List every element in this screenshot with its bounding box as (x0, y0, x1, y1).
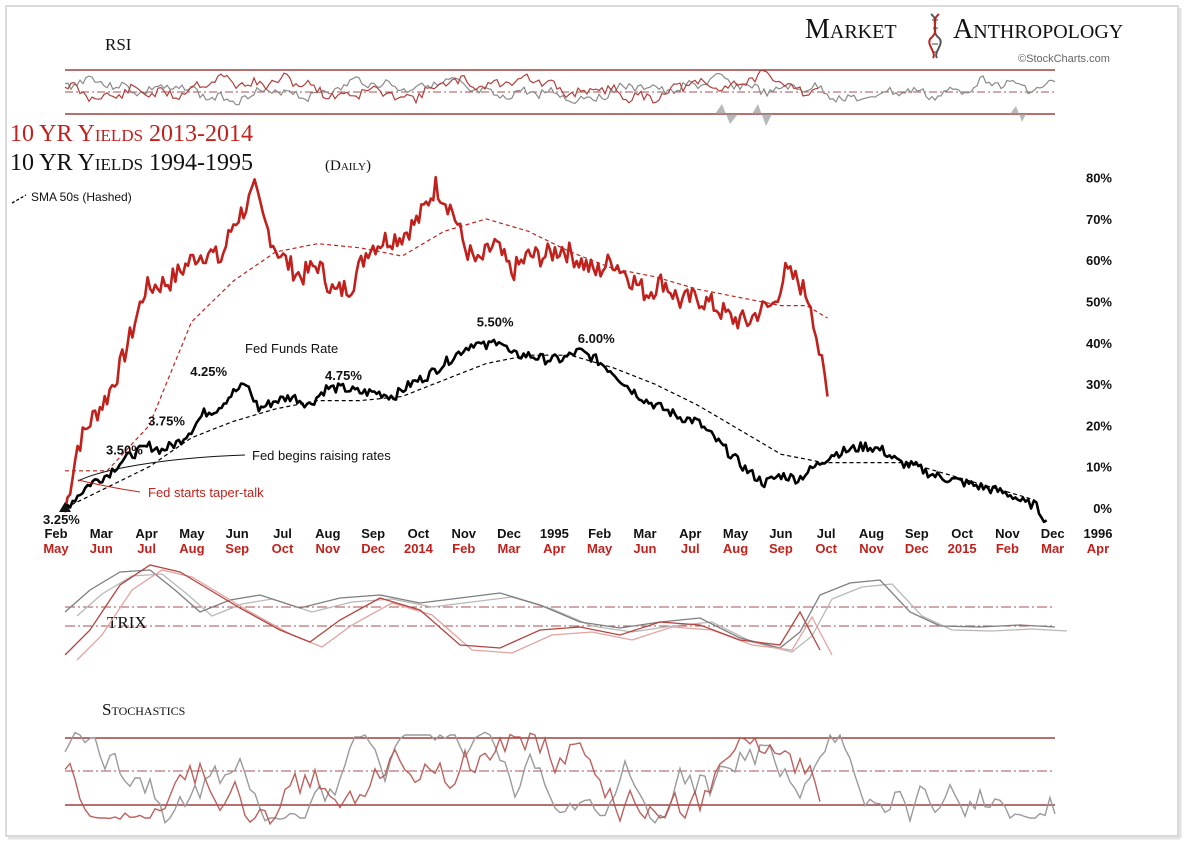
x-tick-label-1994: Sep (905, 526, 929, 541)
x-tick-label-1994: Nov (995, 526, 1020, 541)
brand-word-1: Market (805, 14, 897, 45)
x-tick-label-1994: Aug (315, 526, 340, 541)
data-label: 4.75% (325, 368, 362, 383)
x-tick-label-1994: Oct (408, 526, 430, 541)
x-tick-label-2013: Oct (815, 541, 837, 556)
y-tick-label: 40% (1086, 336, 1112, 351)
data-label: 4.25% (190, 364, 227, 379)
x-tick-label-1994: Jun (226, 526, 249, 541)
x-tick-label-1994: Dec (497, 526, 521, 541)
title-daily: (Daily) (325, 158, 371, 174)
x-tick-label-1994: Aug (859, 526, 884, 541)
x-tick-label-2013: Aug (179, 541, 204, 556)
x-tick-label-2013: May (43, 541, 69, 556)
y-tick-label: 50% (1086, 295, 1112, 310)
data-label: 3.50% (106, 443, 143, 458)
rsi-label: RSI (105, 35, 132, 54)
y-tick-label: 0% (1093, 501, 1112, 516)
fed-raising-annotation: Fed begins raising rates (252, 448, 391, 463)
x-tick-label-1994: 1995 (540, 526, 569, 541)
x-tick-label-1994: Nov (451, 526, 476, 541)
x-tick-label-2013: Apr (543, 541, 565, 556)
y-tick-label: 70% (1086, 212, 1112, 227)
x-tick-label-2013: Aug (723, 541, 748, 556)
x-tick-label-1994: May (723, 526, 749, 541)
x-tick-label-1994: Mar (90, 526, 113, 541)
x-tick-label-2013: Dec (905, 541, 929, 556)
x-tick-label-1994: Jul (273, 526, 292, 541)
x-tick-label-1994: Dec (1041, 526, 1065, 541)
x-tick-label-1994: Jul (817, 526, 836, 541)
data-label: 3.25% (43, 512, 80, 527)
x-tick-label-1994: May (179, 526, 205, 541)
x-tick-label-1994: Mar (633, 526, 656, 541)
y-tick-label: 80% (1086, 171, 1112, 186)
fed-taper-annotation: Fed starts taper-talk (148, 485, 264, 500)
x-tick-label-1994: Feb (44, 526, 67, 541)
x-tick-label-1994: Feb (588, 526, 611, 541)
y-tick-label: 20% (1086, 418, 1112, 433)
copyright-notice: ©StockCharts.com (1018, 53, 1110, 65)
x-tick-label-2013: Apr (1087, 541, 1109, 556)
x-tick-label-2013: Mar (497, 541, 520, 556)
x-tick-label-1994: Apr (679, 526, 701, 541)
x-tick-label-1994: 1996 (1084, 526, 1113, 541)
title-2013-2014: 10 YR Yields 2013-2014 (10, 121, 253, 147)
x-tick-label-2013: 2014 (404, 541, 434, 556)
y-tick-label: 30% (1086, 377, 1112, 392)
x-tick-label-1994: Sep (361, 526, 385, 541)
x-tick-label-1994: Jun (769, 526, 792, 541)
trix-label: TRIX (107, 613, 147, 632)
x-tick-label-2013: Oct (272, 541, 294, 556)
x-tick-label-2013: Dec (361, 541, 385, 556)
x-tick-label-2013: Jul (681, 541, 700, 556)
chart-canvas: Market Anthropology ©StockCharts.com RSI… (0, 0, 1189, 844)
data-label: 6.00% (578, 331, 615, 346)
x-tick-label-2013: Feb (452, 541, 475, 556)
sma-legend: SMA 50s (Hashed) (31, 190, 132, 204)
y-tick-label: 10% (1086, 460, 1112, 475)
x-tick-label-2013: Sep (225, 541, 249, 556)
x-tick-label-2013: Nov (316, 541, 341, 556)
x-tick-label-2013: 2015 (948, 541, 977, 556)
title-1994-1995: 10 YR Yields 1994-1995 (10, 150, 253, 176)
x-tick-label-2013: Jul (137, 541, 156, 556)
brand-word-2: Anthropology (953, 14, 1123, 45)
x-tick-label-1994: Oct (951, 526, 973, 541)
x-tick-label-2013: Nov (859, 541, 884, 556)
chart-root: Market Anthropology ©StockCharts.com RSI… (0, 0, 1189, 844)
x-tick-label-2013: Feb (996, 541, 1019, 556)
y-tick-label: 60% (1086, 253, 1112, 268)
x-tick-label-2013: May (587, 541, 613, 556)
stochastics-label: Stochastics (102, 700, 185, 719)
x-tick-label-2013: Sep (769, 541, 793, 556)
x-tick-label-2013: Mar (1041, 541, 1064, 556)
x-tick-label-2013: Jun (633, 541, 656, 556)
fed-funds-annotation: Fed Funds Rate (245, 341, 338, 356)
data-label: 5.50% (477, 315, 514, 330)
x-tick-label-2013: Jun (90, 541, 113, 556)
data-label: 3.75% (148, 414, 185, 429)
x-tick-label-1994: Apr (135, 526, 157, 541)
